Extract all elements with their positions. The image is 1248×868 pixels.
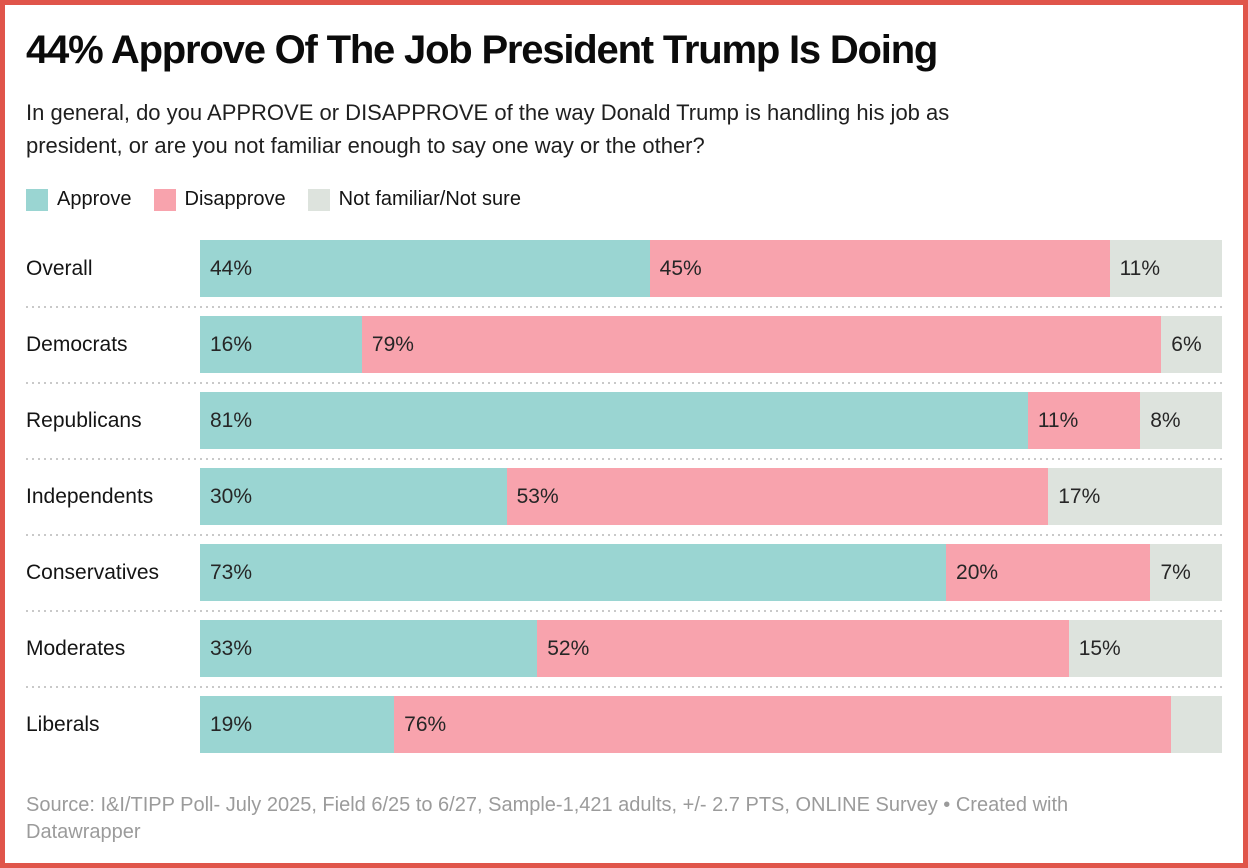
bar-row: Moderates 33% 52% 15% bbox=[26, 620, 1222, 677]
bar-segment-disapprove: 20% bbox=[946, 544, 1151, 601]
category-label: Moderates bbox=[26, 636, 126, 660]
bar-segment-not-familiar-not-sure: 8% bbox=[1140, 392, 1222, 449]
segment-value-label: 15% bbox=[1078, 636, 1121, 660]
segment-value-label: 30% bbox=[210, 484, 253, 508]
bar-segment-approve: 16% bbox=[200, 316, 362, 373]
chart-row-group: Conservatives 73% 20% 7% bbox=[26, 544, 1222, 620]
chart-title: 44% Approve Of The Job President Trump I… bbox=[26, 28, 938, 72]
segment-value-label: 76% bbox=[404, 712, 447, 736]
stacked-bar: 73% 20% 7% bbox=[200, 544, 1222, 601]
bar-segment-not-familiar-not-sure bbox=[1170, 696, 1222, 753]
stacked-bar: 16% 79% 6% bbox=[200, 316, 1222, 373]
segment-value-label: 44% bbox=[210, 256, 253, 280]
segment-value-label: 20% bbox=[956, 560, 999, 584]
segment-value-label: 53% bbox=[516, 484, 559, 508]
stacked-bar: 33% 52% 15% bbox=[200, 620, 1222, 677]
bar-segment-disapprove: 76% bbox=[394, 696, 1171, 753]
bar-segment-disapprove: 79% bbox=[361, 316, 1162, 373]
row-separator bbox=[26, 449, 1222, 468]
category-label: Overall bbox=[26, 256, 93, 280]
row-separator bbox=[26, 525, 1222, 544]
segment-value-label: 8% bbox=[1150, 408, 1181, 432]
legend-swatch-icon bbox=[26, 188, 48, 211]
legend-item: Not familiar/Not sure bbox=[307, 188, 521, 211]
chart-area: Overall 44% 45% 11% Democrats 16% 79% 6% Rep… bbox=[26, 240, 1222, 753]
bar-segment-approve: 33% bbox=[200, 620, 538, 677]
bar-row: Overall 44% 45% 11% bbox=[26, 240, 1222, 297]
bar-segment-not-familiar-not-sure: 11% bbox=[1109, 240, 1222, 297]
chart-row-group: Democrats 16% 79% 6% bbox=[26, 316, 1222, 392]
legend-swatch-icon bbox=[153, 188, 176, 211]
bar-segment-not-familiar-not-sure: 15% bbox=[1068, 620, 1222, 677]
category-label: Republicans bbox=[26, 408, 142, 432]
chart-row-group: Liberals 19% 76% bbox=[26, 696, 1222, 753]
segment-value-label: 16% bbox=[210, 332, 253, 356]
row-separator bbox=[26, 373, 1222, 392]
bar-row: Independents 30% 53% 17% bbox=[26, 468, 1222, 525]
legend: Approve Disapprove Not familiar/Not sure bbox=[26, 188, 1222, 211]
chart-row-group: Moderates 33% 52% 15% bbox=[26, 620, 1222, 696]
stacked-bar: 30% 53% 17% bbox=[200, 468, 1222, 525]
category-label: Independents bbox=[26, 484, 154, 508]
chart-row-group: Independents 30% 53% 17% bbox=[26, 468, 1222, 544]
legend-label: Not familiar/Not sure bbox=[338, 188, 521, 210]
legend-label: Disapprove bbox=[184, 188, 286, 210]
dotted-line bbox=[26, 381, 1222, 384]
segment-value-label: 11% bbox=[1037, 408, 1079, 432]
chart-subtitle: In general, do you APPROVE or DISAPPROVE… bbox=[26, 100, 950, 158]
segment-value-label: 11% bbox=[1119, 256, 1161, 280]
bar-row: Conservatives 73% 20% 7% bbox=[26, 544, 1222, 601]
segment-value-label: 81% bbox=[210, 408, 253, 432]
category-label: Democrats bbox=[26, 332, 128, 356]
bar-segment-disapprove: 53% bbox=[506, 468, 1049, 525]
bar-segment-approve: 30% bbox=[200, 468, 507, 525]
segment-value-label: 17% bbox=[1058, 484, 1101, 508]
bar-row: Democrats 16% 79% 6% bbox=[26, 316, 1222, 373]
dotted-line bbox=[26, 457, 1222, 460]
segment-value-label: 45% bbox=[659, 256, 702, 280]
segment-value-label: 6% bbox=[1171, 332, 1202, 356]
dotted-line bbox=[26, 609, 1222, 612]
row-separator bbox=[26, 297, 1222, 316]
category-label: Conservatives bbox=[26, 560, 160, 584]
chart-row-group: Republicans 81% 11% 8% bbox=[26, 392, 1222, 468]
stacked-bar: 81% 11% 8% bbox=[200, 392, 1222, 449]
bar-segment-approve: 44% bbox=[200, 240, 650, 297]
segment-value-label: 73% bbox=[210, 560, 253, 584]
legend-label: Approve bbox=[57, 188, 132, 210]
legend-item: Disapprove bbox=[153, 188, 286, 211]
bar-row: Liberals 19% 76% bbox=[26, 696, 1222, 753]
bar-segment-not-familiar-not-sure: 17% bbox=[1048, 468, 1222, 525]
bar-segment-approve: 81% bbox=[200, 392, 1028, 449]
row-separator bbox=[26, 601, 1222, 620]
bar-segment-approve: 73% bbox=[200, 544, 947, 601]
segment-value-label: 33% bbox=[210, 636, 253, 660]
stacked-bar: 19% 76% bbox=[200, 696, 1222, 753]
segment-value-label: 7% bbox=[1160, 560, 1191, 584]
bar-row: Republicans 81% 11% 8% bbox=[26, 392, 1222, 449]
row-separator bbox=[26, 677, 1222, 696]
bar-segment-not-familiar-not-sure: 6% bbox=[1161, 316, 1222, 373]
bar-segment-not-familiar-not-sure: 7% bbox=[1150, 544, 1222, 601]
bar-segment-disapprove: 11% bbox=[1027, 392, 1141, 449]
bar-segment-approve: 19% bbox=[200, 696, 395, 753]
bar-segment-disapprove: 45% bbox=[649, 240, 1110, 297]
category-label: Liberals bbox=[26, 712, 100, 736]
segment-value-label: 79% bbox=[371, 332, 414, 356]
segment-value-label: 52% bbox=[547, 636, 590, 660]
bar-segment-disapprove: 52% bbox=[537, 620, 1069, 677]
segment-value-label: 19% bbox=[210, 712, 253, 736]
chart-row-group: Overall 44% 45% 11% bbox=[26, 240, 1222, 316]
legend-item: Approve bbox=[26, 188, 132, 211]
dotted-line bbox=[26, 533, 1222, 536]
stacked-bar: 44% 45% 11% bbox=[200, 240, 1222, 297]
dotted-line bbox=[26, 305, 1222, 308]
legend-swatch-icon bbox=[307, 188, 330, 211]
source-note: Source: I&I/TIPP Poll- July 2025, Field … bbox=[26, 794, 1069, 843]
dotted-line bbox=[26, 685, 1222, 688]
